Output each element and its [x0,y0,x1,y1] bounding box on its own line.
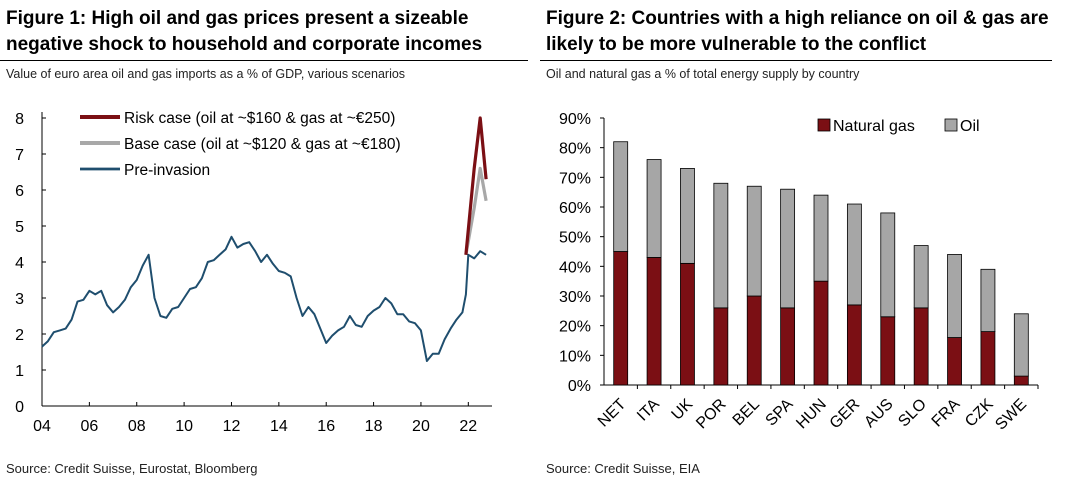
y-tick-label: 7 [15,147,24,164]
y-tick-label: 0 [15,399,24,416]
legend-swatch [944,118,958,132]
series-line-preinvasion [41,235,487,362]
bar-segment-natural-gas [613,251,629,386]
x-tick-label: 22 [459,418,477,435]
x-tick-label: SLO [895,396,930,431]
figure-1-title: Figure 1: High oil and gas prices presen… [6,8,483,55]
y-tick-label: 70% [559,170,591,187]
x-tick-label: 10 [175,418,193,435]
x-tick-label: CZK [962,396,997,431]
bar-segment-oil [913,245,929,309]
x-tick-label: BEL [730,396,763,429]
x-tick-label: 16 [317,418,335,435]
y-tick-label: 2 [15,327,24,344]
y-tick-label: 20% [559,319,591,336]
bar-segment-natural-gas [913,307,929,386]
figure-2-source: Source: Credit Suisse, EIA [546,461,700,476]
bar-segment-oil [646,159,662,258]
bar-segment-oil [846,203,862,306]
x-tick-label: AUS [861,396,896,431]
figure-2-subtitle: Oil and natural gas a % of total energy … [546,67,860,81]
y-tick-label: 8 [15,111,24,128]
bar-segment-oil [980,268,996,332]
x-tick-label: POR [693,396,730,433]
figure-1-subtitle: Value of euro area oil and gas imports a… [6,67,406,81]
bar-segment-natural-gas [680,262,695,386]
bar-segment-natural-gas [813,280,829,386]
bar-segment-natural-gas [713,307,729,386]
bar-segment-oil [746,185,762,297]
x-tick-label: 14 [270,418,288,435]
x-tick-label: 06 [80,418,98,435]
series-line-base [464,166,488,256]
legend-label: Risk case (oil at ~$160 & gas at ~€250) [124,110,395,127]
x-tick-label: 04 [33,418,51,435]
bar-segment-natural-gas [780,307,796,386]
y-tick-label: 40% [559,259,591,276]
x-tick-label: NET [595,396,630,431]
figure-2-title: Figure 2: Countries with a high reliance… [546,8,1049,55]
legend-label: Base case (oil at ~$120 & gas at ~€180) [124,136,401,153]
bar-segment-oil [780,188,796,309]
y-tick-label: 80% [559,141,591,158]
y-tick-label: 30% [559,289,591,306]
x-tick-label: SWE [992,396,1030,434]
bar-segment-natural-gas [880,316,896,386]
bar-segment-natural-gas [846,304,862,386]
y-tick-label: 3 [15,291,24,308]
figure-1-source: Source: Credit Suisse, Eurostat, Bloombe… [6,461,258,476]
y-tick-label: 1 [15,363,24,380]
bar-segment-natural-gas [746,295,762,386]
bar-segment-oil [880,212,896,318]
y-tick-label: 6 [15,183,24,200]
figure-1-panel: Figure 1: High oil and gas prices presen… [0,0,530,488]
bar-segment-natural-gas [1013,375,1029,386]
x-tick-label: UK [669,396,697,424]
x-tick-label: HUN [793,396,830,433]
bar-segment-oil [680,168,695,264]
figure-2-panel: Figure 2: Countries with a high reliance… [540,0,1075,488]
y-tick-label: 0% [568,378,591,395]
legend-label: Oil [960,118,980,135]
bar-segment-oil [813,194,829,282]
bar-segment-natural-gas [947,337,962,386]
y-tick-label: 10% [559,348,591,365]
series-line-risk [464,116,488,255]
bar-segment-natural-gas [646,257,662,386]
figure-2-title-rule [540,60,1052,61]
y-tick-label: 50% [559,230,591,247]
bar-segment-oil [1013,313,1029,377]
figure-2-bar-chart: 0% 10% 20% 30% 40% 50% 60% 70% 80% 90% NET ITA UKPOR… [559,111,1039,434]
x-tick-label: 12 [223,418,241,435]
bar-segment-oil [947,254,962,338]
y-tick-label: 60% [559,200,591,217]
x-tick-label: ITA [634,396,663,425]
y-tick-label: 5 [15,219,24,236]
x-tick-label: 18 [365,418,383,435]
legend-label: Natural gas [833,118,915,135]
x-tick-label: GER [827,396,864,433]
y-tick-label: 4 [15,255,24,272]
x-tick-label: FRA [929,396,964,431]
y-tick-label: 90% [559,111,591,128]
legend-label: Pre-invasion [124,162,210,179]
x-tick-label: 08 [128,418,146,435]
bar-segment-natural-gas [980,331,996,386]
bar-segment-oil [613,141,629,252]
legend-swatch [817,118,831,132]
bar-segment-oil [713,182,729,309]
x-tick-label: SPA [763,396,797,430]
figure-1-title-rule [0,60,528,61]
x-tick-label: 20 [412,418,430,435]
